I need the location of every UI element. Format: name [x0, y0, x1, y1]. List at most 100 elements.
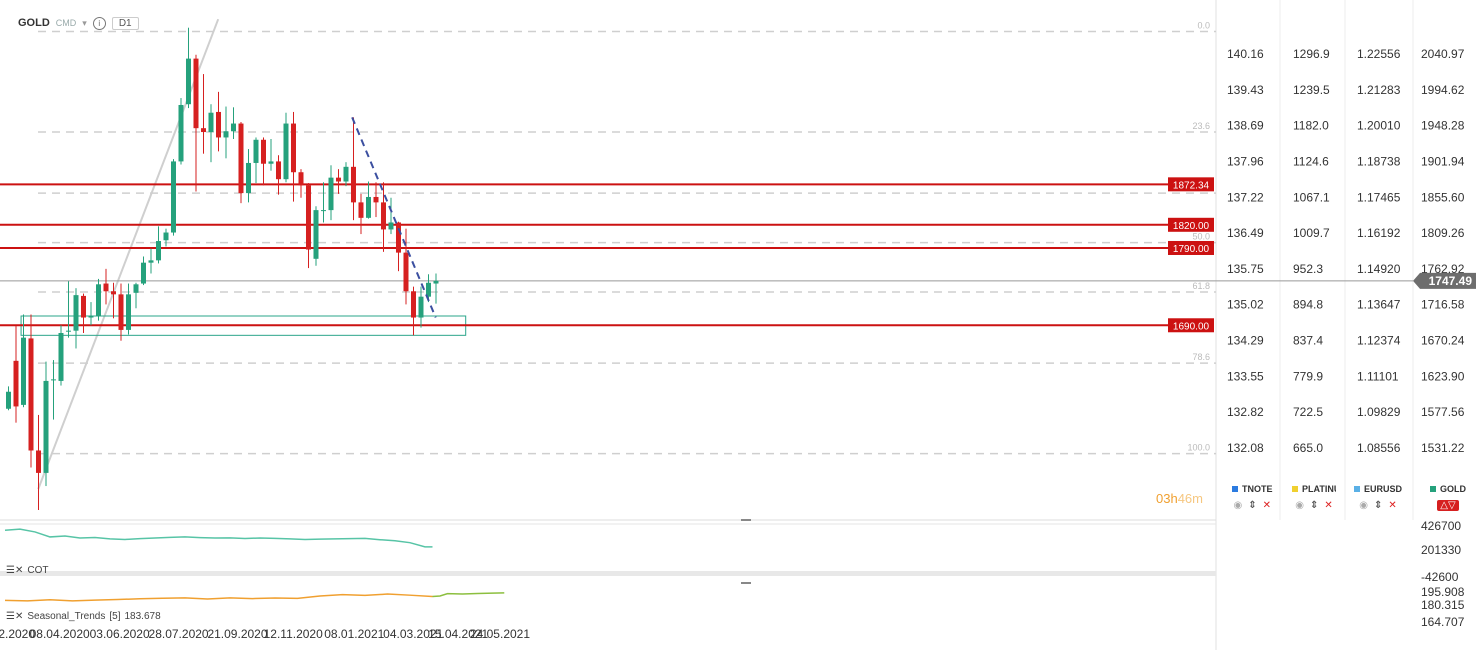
price-scale-tick: 135.75: [1227, 262, 1264, 276]
price-scale-tick: 138.69: [1227, 119, 1264, 133]
price-scale-tick: 134.29: [1227, 334, 1264, 348]
candle-body: [125, 294, 131, 330]
seasonal-period: [5]: [109, 611, 121, 622]
candle-body: [328, 177, 334, 211]
reorder-icon[interactable]: ⇕: [1373, 500, 1383, 511]
tnote-color-swatch: [1232, 486, 1238, 492]
info-icon[interactable]: i: [92, 16, 106, 30]
eye-icon[interactable]: ◉: [1233, 500, 1243, 511]
seasonal-value: 183.678: [124, 611, 161, 622]
candle-body: [403, 252, 409, 292]
candle-body: [6, 391, 11, 409]
candle-body: [290, 123, 296, 173]
candle-body: [373, 196, 379, 203]
time-axis-tick: 12.11.2020: [264, 627, 323, 641]
candle-body: [388, 222, 394, 230]
price-scale-tick: 1009.7: [1293, 226, 1330, 240]
legend-gold[interactable]: GOLD △▽: [1430, 484, 1466, 511]
time-axis-tick: 15.04.2021: [428, 627, 488, 641]
candle-style-icon[interactable]: △▽: [1437, 500, 1459, 511]
downtrend-line: [351, 116, 437, 318]
gold-price-tick: 1762.92: [1421, 262, 1465, 276]
price-scale-tick: 1.13647: [1357, 298, 1401, 312]
candle-body: [245, 162, 251, 194]
level-tag: [1168, 217, 1214, 232]
price-scale-tick: 1.17465: [1357, 190, 1401, 204]
close-icon[interactable]: ✕: [1262, 500, 1271, 511]
price-scale-tick: 665.0: [1293, 441, 1323, 455]
level-tag-label: 1690.00: [1173, 321, 1210, 332]
seasonal-title: Seasonal_Trends: [27, 611, 106, 622]
seasonal-indicator-label[interactable]: ☰✕ Seasonal_Trends [5] 183.678: [6, 611, 161, 622]
candle-body: [43, 380, 49, 473]
legend-eurusd[interactable]: EURUSD ◉ ⇕ ✕: [1354, 484, 1402, 511]
candle-body: [80, 295, 86, 318]
last-price-badge: [1413, 272, 1476, 289]
level-tag-label: 1872.34: [1173, 180, 1210, 191]
price-scale-tick: 139.43: [1227, 83, 1264, 97]
time-axis-tick: 21.09.2020: [207, 627, 267, 641]
price-scale-tick: 140.16: [1227, 47, 1264, 61]
candle-body: [343, 166, 349, 182]
gold-price-tick: 1716.58: [1421, 298, 1465, 312]
legend-tnote[interactable]: TNOTE ◉ ⇕ ✕: [1232, 484, 1273, 511]
timeframe-selector[interactable]: D1: [111, 16, 139, 30]
time-axis-tick: 08.01.2021: [324, 627, 384, 641]
candle-body: [110, 291, 116, 295]
pane-separator: [0, 571, 1216, 576]
time-axis-tick: 04.03.2021: [383, 627, 443, 641]
indicator-menu-icon[interactable]: ☰✕: [6, 611, 24, 622]
seasonal-scale-tick: 180.315: [1421, 598, 1465, 612]
cot-scale-tick: 426700: [1421, 519, 1461, 533]
eye-icon[interactable]: ◉: [1359, 500, 1368, 511]
fib-level-label: 78.6: [1192, 352, 1210, 362]
gold-price-tick: 1623.90: [1421, 369, 1465, 383]
price-axes: 140.16 139.43 138.69 137.96 137.22 136.49 135.…: [1227, 47, 1465, 455]
cot-scale-tick: 201330: [1421, 543, 1461, 557]
price-scale-tick: 137.22: [1227, 190, 1264, 204]
reorder-icon[interactable]: ⇕: [1309, 500, 1319, 511]
time-axis-tick: 03.06.2020: [90, 627, 150, 641]
eye-icon[interactable]: ◉: [1295, 500, 1304, 511]
legend-platinum[interactable]: PLATINUM ◉ ⇕ ✕: [1292, 484, 1336, 511]
symbol-name[interactable]: GOLD: [18, 17, 50, 29]
candle-body: [350, 166, 356, 203]
level-tag: [1168, 240, 1214, 255]
indicator-menu-icon[interactable]: ☰✕: [6, 565, 24, 576]
reorder-icon[interactable]: ⇕: [1248, 500, 1257, 511]
price-scale-tick: 1124.6: [1293, 154, 1329, 168]
cot-indicator-label[interactable]: ☰✕ COT: [6, 565, 48, 576]
chevron-down-icon[interactable]: ▾: [82, 17, 87, 28]
candle-body: [298, 172, 304, 186]
fib-level-label: 50.0: [1192, 232, 1210, 242]
gold-price-tick: 1809.26: [1421, 226, 1465, 240]
candle-body: [148, 260, 154, 263]
candle-body: [320, 210, 326, 212]
price-scale-tick: 1.12374: [1357, 334, 1401, 348]
gold-price-tick: 2040.97: [1421, 47, 1465, 61]
candle-body: [433, 280, 439, 284]
time-axis-tick: 28.07.2020: [149, 627, 209, 641]
time-axis-tick: 17.02.2020: [0, 627, 35, 641]
candle-body: [410, 291, 416, 318]
level-tag-label: 1790.00: [1173, 244, 1210, 255]
close-icon[interactable]: ✕: [1388, 500, 1397, 511]
candle-body: [418, 296, 424, 318]
gold-price-tick: 1901.94: [1421, 154, 1465, 168]
candle-body: [118, 294, 124, 330]
candle-body: [65, 330, 71, 332]
candle-body: [380, 202, 386, 230]
price-scale-tick: 1.09829: [1357, 405, 1401, 419]
candle-body: [253, 139, 259, 163]
candle-body: [73, 295, 79, 331]
legend-gold-label: GOLD: [1440, 484, 1466, 494]
instrument-type: CMD: [55, 18, 77, 28]
price-scale-tick: 1.22556: [1357, 47, 1401, 61]
candle-body: [103, 283, 109, 292]
candle-body: [230, 123, 236, 132]
price-scale-tick: 1.20010: [1357, 119, 1401, 133]
close-icon[interactable]: ✕: [1324, 500, 1333, 511]
cot-title: COT: [27, 565, 49, 576]
candle-body: [358, 202, 364, 218]
